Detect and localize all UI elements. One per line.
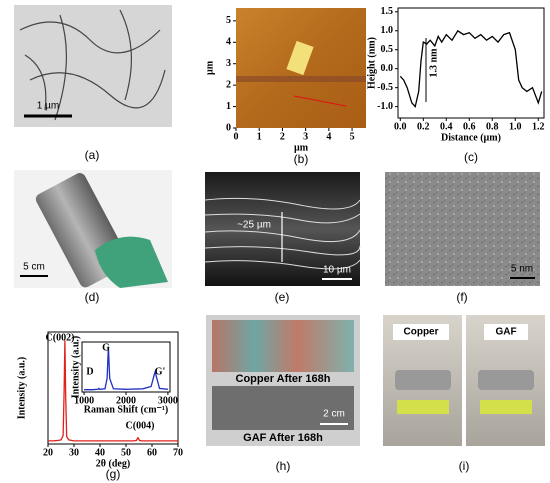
x-tick-label: 1: [257, 131, 262, 142]
panel-label: (f): [456, 290, 467, 304]
stripe: [236, 76, 366, 82]
y-tick-label: 4: [226, 37, 231, 48]
scale-label: 5 cm: [23, 262, 45, 273]
panel-label: (i): [459, 459, 470, 473]
x-tick-label: 1000: [74, 395, 94, 406]
annotation: C(002): [46, 332, 75, 343]
x-tick-label: 50: [121, 447, 131, 458]
x-tick-label: 1.2: [532, 121, 545, 132]
y-axis-label: Height (nm): [366, 37, 377, 89]
series-line: [48, 340, 178, 442]
copper-caption: Copper After 168h: [236, 373, 331, 385]
y-tick-label: 1: [226, 101, 231, 112]
gaf-sample: [212, 386, 354, 430]
display: [480, 400, 532, 414]
flake: [286, 40, 314, 76]
annotation: G: [102, 342, 110, 353]
annotation: D: [86, 366, 93, 377]
y-tick-label: 0.0: [381, 63, 394, 74]
y-tick-label: 2: [226, 79, 231, 90]
y-tick-label: 0.5: [381, 44, 394, 55]
x-tick-label: 20: [43, 447, 53, 458]
y-tick-label: 1.0: [381, 25, 394, 36]
hrtem-image: [385, 172, 540, 286]
x-tick-label: 0.6: [463, 121, 476, 132]
tem-image: [14, 5, 172, 127]
series-line: [399, 29, 543, 108]
x-tick-label: 0.8: [486, 121, 499, 132]
balance-pan: [478, 370, 534, 390]
panel-d: 5 cm (d): [14, 170, 172, 304]
plot-frame: [397, 7, 545, 119]
x-axis-label: Raman Shift (cm⁻¹): [84, 404, 168, 415]
y-tick-label: 1.5: [381, 6, 394, 17]
x-axis-label: 2θ (deg): [96, 458, 130, 469]
y-tick-label: -1.0: [377, 101, 393, 112]
x-tick-label: 3: [303, 131, 308, 142]
y-axis-label: Intensity (a.u.): [16, 357, 27, 420]
panel-label: (c): [464, 150, 478, 164]
graphene-edges: [19, 9, 166, 121]
plot-frame: [81, 341, 171, 393]
annotation: G': [155, 366, 166, 377]
series-line: [84, 346, 168, 391]
panel-label: (d): [85, 290, 100, 304]
x-tick-label: 70: [173, 447, 183, 458]
layers: [204, 197, 361, 270]
panel-a: 1 µm (a): [14, 5, 172, 162]
x-tick-label: 4: [326, 131, 331, 142]
x-tick-label: 0.2: [417, 121, 430, 132]
gaf-caption: GAF: [495, 327, 516, 338]
panel-h: Copper After 168h 2 cm GAF After 168h (h…: [206, 315, 360, 473]
scale-label: 10 µm: [323, 265, 351, 276]
scale-label: 2 cm: [323, 409, 345, 420]
panel-f: 5 nm (f): [385, 172, 540, 304]
x-axis-label: µm: [294, 142, 309, 153]
x-tick-label: 60: [147, 447, 157, 458]
panel-e: ~25 µm 10 µm (e): [204, 172, 361, 304]
y-axis-label: µm: [204, 60, 215, 75]
x-tick-label: 0.0: [394, 121, 407, 132]
annotation: C(004): [126, 420, 155, 431]
caption-box: [484, 324, 528, 340]
y-axis-label: Intensity (a.u.): [70, 336, 81, 399]
glove: [95, 236, 168, 288]
y-tick-label: 5: [226, 15, 231, 26]
scale-label: 1 µm: [37, 101, 59, 112]
panel-label: (g): [106, 467, 121, 481]
x-tick-label: 0.4: [440, 121, 453, 132]
x-tick-label: 30: [69, 447, 79, 458]
x-tick-label: 0: [234, 131, 239, 142]
x-tick-label: 5: [350, 131, 355, 142]
panel-i: Copper GAF (i): [383, 315, 545, 473]
profile-line: [293, 95, 347, 107]
y-tick-label: -0.5: [377, 82, 393, 93]
display: [397, 400, 449, 414]
scale-label: 5 nm: [511, 264, 533, 275]
copper-caption: Copper: [404, 327, 439, 338]
x-tick-label: 3000: [158, 395, 178, 406]
plot-frame: [47, 331, 179, 445]
x-tick-label: 2: [280, 131, 285, 142]
caption-box: [393, 324, 449, 340]
panel-label: (b): [294, 152, 309, 166]
x-tick-label: 1.0: [509, 121, 522, 132]
y-tick-label: 3: [226, 58, 231, 69]
copper-sample: [212, 320, 354, 372]
balance-pan: [395, 370, 451, 390]
panel-label: (h): [276, 459, 291, 473]
x-tick-label: 40: [95, 447, 105, 458]
panel-label: (e): [275, 290, 290, 304]
thickness-label: ~25 µm: [237, 220, 271, 231]
panel-label: (a): [85, 148, 100, 162]
gaf-caption: GAF After 168h: [243, 432, 323, 444]
y-tick-label: 0: [226, 122, 231, 133]
x-tick-label: 2000: [116, 395, 136, 406]
annotation: 1.3 nm: [428, 48, 439, 78]
x-axis-label: Distance (µm): [441, 132, 501, 143]
